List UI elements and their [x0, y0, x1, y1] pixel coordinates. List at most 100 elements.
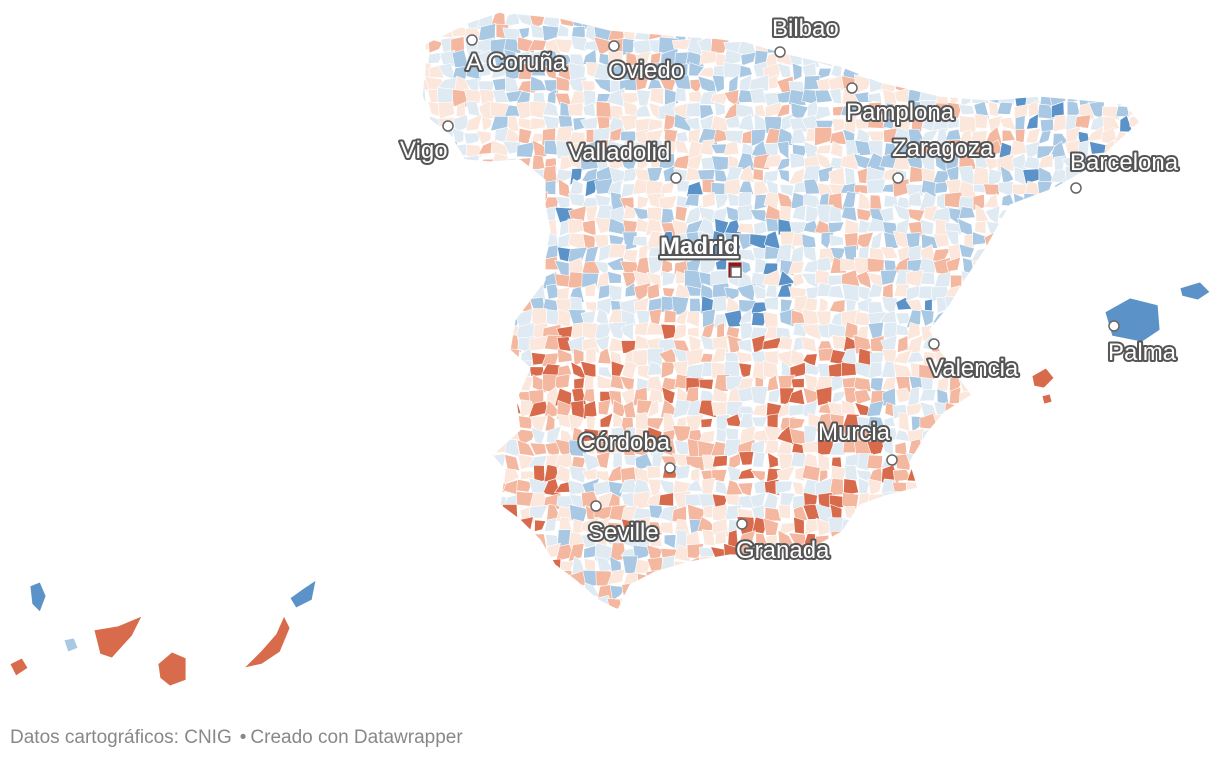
municipality-cell: [1128, 179, 1140, 199]
municipality-cell: [752, 568, 768, 587]
municipality-cell: [871, 503, 887, 519]
municipality-cell: [530, 257, 544, 276]
municipality-cell: [544, 581, 561, 602]
municipality-cell: [844, 464, 858, 481]
municipality-cell: [424, 430, 445, 441]
municipality-cell: [714, 608, 728, 610]
municipality-cell: [996, 77, 1017, 93]
municipality-cell: [505, 269, 521, 285]
municipality-cell: [476, 217, 494, 234]
municipality-cell: [1088, 560, 1108, 575]
municipality-cell: [973, 12, 990, 17]
municipality-cell: [997, 39, 1013, 56]
municipality-cell: [557, 12, 575, 15]
municipality-cell: [422, 453, 432, 472]
municipality-cell: [997, 338, 1017, 352]
municipality-cell: [622, 12, 638, 17]
municipality-cell: [777, 335, 793, 351]
municipality-cell: [957, 400, 975, 419]
municipality-cell: [1101, 464, 1119, 482]
municipality-cell: [924, 452, 938, 472]
municipality-cell: [699, 612, 714, 625]
municipality-cell: [842, 51, 857, 68]
municipality-cell: [674, 205, 688, 222]
municipality-cell: [1036, 583, 1052, 600]
municipality-cell: [673, 74, 692, 90]
municipality-cell: [1035, 204, 1056, 224]
municipality-cell: [1064, 25, 1081, 39]
municipality-cell: [571, 594, 583, 610]
municipality-cell: [844, 167, 856, 185]
municipality-cell: [477, 165, 497, 186]
municipality-cell: [623, 205, 638, 220]
municipality-cell: [531, 183, 547, 197]
municipality-cell: [724, 130, 744, 145]
municipality-cell: [1022, 348, 1042, 368]
municipality-cell: [793, 611, 806, 628]
municipality-cell: [504, 207, 520, 222]
municipality-cell: [1022, 272, 1043, 289]
city-oviedo: Oviedo: [606, 40, 686, 86]
municipality-cell: [1063, 598, 1078, 610]
municipality-cell: [491, 258, 507, 277]
data-source-credit: Datos cartográficos: CNIG: [10, 727, 232, 748]
municipality-cell: [672, 12, 690, 30]
municipality-cell: [920, 218, 935, 235]
municipality-cell: [1090, 76, 1103, 91]
municipality-cell: [646, 417, 665, 431]
municipality-cell: [1011, 547, 1027, 560]
municipality-cell: [970, 88, 991, 104]
municipality-cell: [1144, 51, 1158, 63]
municipality-cell: [1014, 570, 1029, 588]
municipality-cell: [477, 491, 496, 508]
municipality-cell: [580, 360, 597, 379]
municipality-cell: [1103, 284, 1116, 299]
municipality-cell: [427, 231, 443, 250]
municipality-cell: [568, 12, 588, 15]
municipality-cell: [843, 478, 859, 496]
municipality-cell: [962, 285, 978, 301]
municipality-cell: [1061, 205, 1078, 224]
municipality-cell: [948, 542, 959, 562]
municipality-cell: [749, 74, 770, 92]
municipality-cell: [492, 399, 510, 418]
municipality-cell: [841, 191, 857, 211]
municipality-cell: [1025, 127, 1041, 144]
municipality-cell: [945, 308, 963, 328]
municipality-cell: [438, 430, 455, 440]
municipality-cell: [1101, 438, 1116, 457]
municipality-cell: [1065, 12, 1079, 31]
municipality-cell: [699, 50, 718, 65]
municipality-cell: [422, 12, 431, 29]
municipality-cell: [988, 516, 999, 534]
municipality-cell: [529, 75, 548, 92]
municipality-cell: [933, 62, 949, 82]
municipality-cell: [936, 37, 952, 54]
municipality-cell: [715, 427, 728, 443]
municipality-cell: [737, 467, 756, 480]
municipality-cell: [1009, 490, 1026, 506]
municipality-cell: [959, 438, 973, 458]
municipality-cell: [1038, 495, 1053, 511]
municipality-cell: [1113, 412, 1133, 432]
municipality-cell: [1035, 529, 1056, 547]
municipality-cell: [1075, 479, 1093, 494]
municipality-cell: [908, 608, 926, 610]
municipality-cell: [1035, 50, 1054, 66]
municipality-cell: [1048, 495, 1069, 505]
municipality-cell: [1127, 192, 1140, 211]
municipality-cell: [931, 115, 952, 132]
municipality-cell: [738, 192, 753, 207]
municipality-cell: [814, 106, 831, 121]
municipality-cell: [609, 127, 623, 142]
municipality-cell: [426, 595, 444, 610]
municipality-cell: [490, 308, 509, 329]
municipality-cell: [437, 13, 456, 28]
municipality-cell: [1143, 571, 1158, 586]
municipality-cell: [425, 180, 440, 195]
municipality-cell: [502, 192, 521, 209]
municipality-cell: [946, 425, 960, 444]
municipality-cell: [534, 12, 549, 14]
municipality-cell: [451, 404, 470, 417]
municipality-cell: [544, 517, 557, 532]
